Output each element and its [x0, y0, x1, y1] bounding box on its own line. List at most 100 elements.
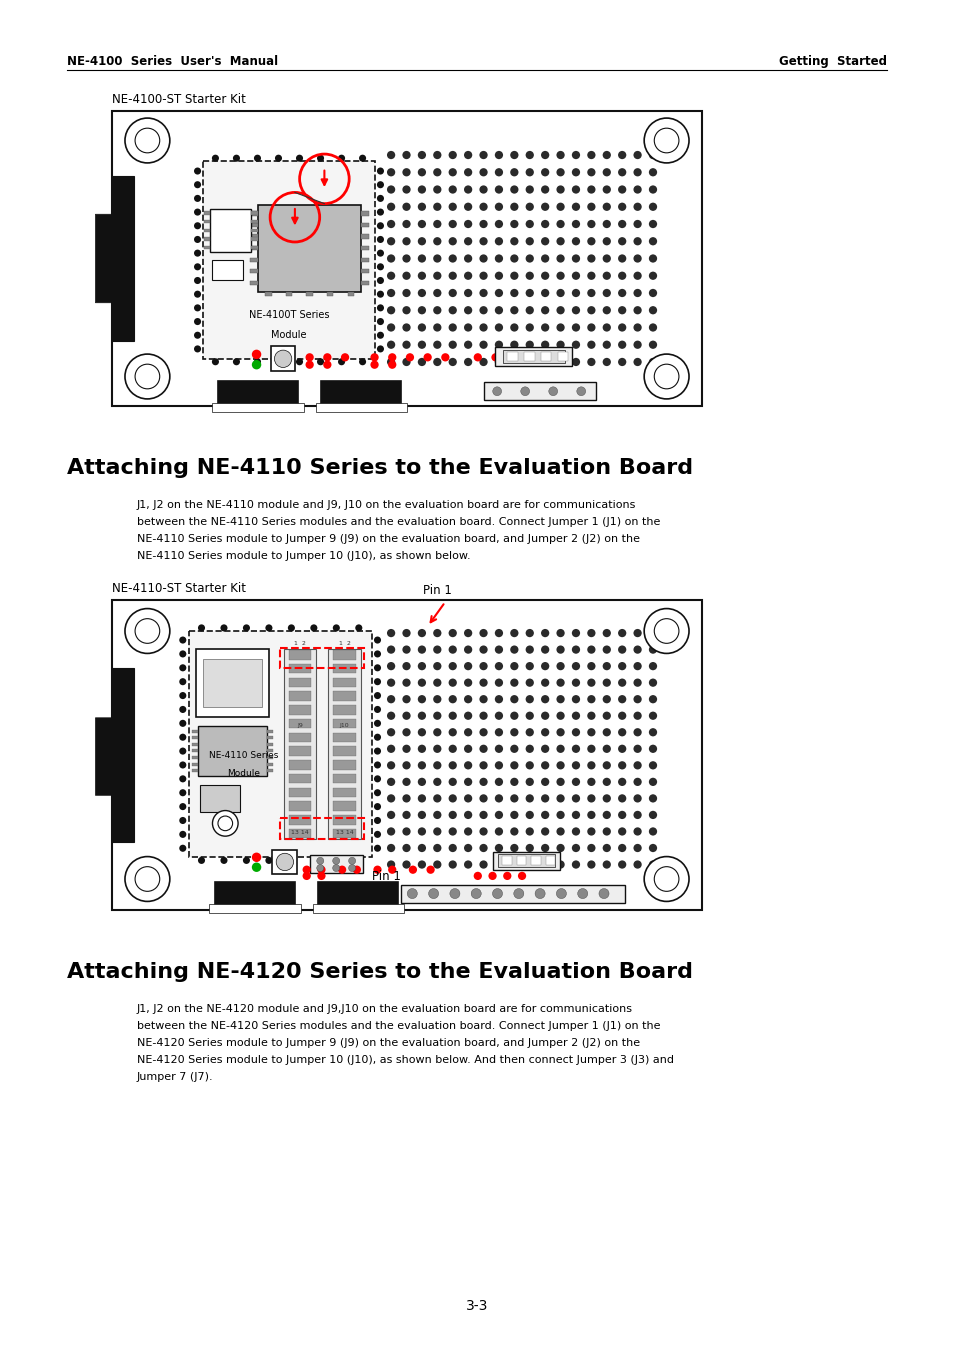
Circle shape: [479, 151, 487, 159]
Circle shape: [179, 789, 186, 796]
Circle shape: [252, 852, 261, 862]
Bar: [267, 769, 273, 773]
Circle shape: [510, 844, 517, 852]
Text: 13 14: 13 14: [335, 830, 353, 835]
Circle shape: [525, 254, 534, 262]
Bar: [204, 228, 210, 232]
Circle shape: [463, 811, 472, 819]
Circle shape: [633, 646, 641, 654]
Circle shape: [448, 254, 456, 262]
Circle shape: [193, 263, 201, 270]
Circle shape: [571, 827, 579, 836]
Bar: [250, 223, 258, 227]
Circle shape: [643, 118, 688, 163]
Circle shape: [633, 151, 641, 159]
Circle shape: [571, 728, 579, 736]
Circle shape: [433, 861, 441, 869]
Circle shape: [433, 272, 441, 280]
Circle shape: [370, 361, 378, 369]
Circle shape: [417, 744, 426, 753]
Circle shape: [540, 694, 549, 704]
Bar: [289, 719, 311, 728]
Circle shape: [602, 630, 610, 638]
Text: 3-3: 3-3: [465, 1300, 488, 1313]
Circle shape: [510, 728, 517, 736]
Circle shape: [463, 254, 472, 262]
Circle shape: [179, 636, 186, 643]
Circle shape: [426, 866, 435, 874]
Bar: [333, 788, 355, 797]
Circle shape: [387, 678, 395, 686]
Circle shape: [448, 778, 456, 786]
Circle shape: [402, 358, 410, 366]
Circle shape: [648, 307, 657, 315]
Circle shape: [495, 761, 502, 770]
Circle shape: [556, 646, 564, 654]
Circle shape: [587, 811, 595, 819]
Circle shape: [417, 694, 426, 704]
Circle shape: [374, 678, 380, 685]
Circle shape: [495, 662, 502, 670]
Circle shape: [525, 694, 534, 704]
Circle shape: [474, 871, 481, 880]
Circle shape: [510, 220, 517, 228]
Circle shape: [633, 323, 641, 331]
Bar: [112, 111, 701, 407]
Circle shape: [510, 694, 517, 704]
Circle shape: [374, 844, 380, 851]
Bar: [360, 281, 369, 285]
Circle shape: [648, 694, 657, 704]
Circle shape: [479, 827, 487, 836]
Circle shape: [463, 744, 472, 753]
Circle shape: [479, 694, 487, 704]
Circle shape: [193, 195, 201, 201]
Circle shape: [648, 168, 657, 177]
Circle shape: [417, 272, 426, 280]
Circle shape: [633, 744, 641, 753]
Circle shape: [571, 630, 579, 638]
Bar: [250, 281, 258, 285]
Circle shape: [448, 307, 456, 315]
Circle shape: [463, 646, 472, 654]
Text: Module: Module: [271, 330, 307, 340]
Circle shape: [556, 794, 564, 802]
Circle shape: [571, 168, 579, 177]
Circle shape: [571, 794, 579, 802]
Circle shape: [387, 168, 395, 177]
Circle shape: [448, 168, 456, 177]
Circle shape: [495, 220, 502, 228]
Circle shape: [540, 340, 549, 349]
Circle shape: [510, 861, 517, 869]
Circle shape: [618, 694, 626, 704]
Circle shape: [448, 761, 456, 770]
Circle shape: [374, 665, 380, 671]
Circle shape: [374, 692, 380, 698]
Circle shape: [448, 794, 456, 802]
Circle shape: [433, 220, 441, 228]
Circle shape: [387, 794, 395, 802]
Circle shape: [387, 778, 395, 786]
Circle shape: [571, 151, 579, 159]
Circle shape: [509, 353, 517, 362]
Bar: [289, 705, 311, 715]
Circle shape: [233, 154, 240, 162]
Circle shape: [433, 238, 441, 246]
Circle shape: [179, 665, 186, 671]
Circle shape: [423, 353, 432, 362]
Circle shape: [602, 646, 610, 654]
Circle shape: [417, 254, 426, 262]
Text: NE-4120 Series module to Jumper 10 (J10), as shown below. And then connect Jumpe: NE-4120 Series module to Jumper 10 (J10)…: [137, 1055, 673, 1065]
Circle shape: [417, 168, 426, 177]
Circle shape: [479, 238, 487, 246]
Circle shape: [373, 866, 381, 874]
Circle shape: [387, 340, 395, 349]
Circle shape: [648, 238, 657, 246]
Circle shape: [510, 323, 517, 331]
Circle shape: [387, 185, 395, 193]
Circle shape: [417, 630, 426, 638]
Text: J1, J2 on the NE-4110 module and J9, J10 on the evaluation board are for communi: J1, J2 on the NE-4110 module and J9, J10…: [137, 500, 636, 509]
Circle shape: [387, 151, 395, 159]
Circle shape: [648, 254, 657, 262]
Circle shape: [376, 346, 384, 353]
Circle shape: [193, 332, 201, 339]
